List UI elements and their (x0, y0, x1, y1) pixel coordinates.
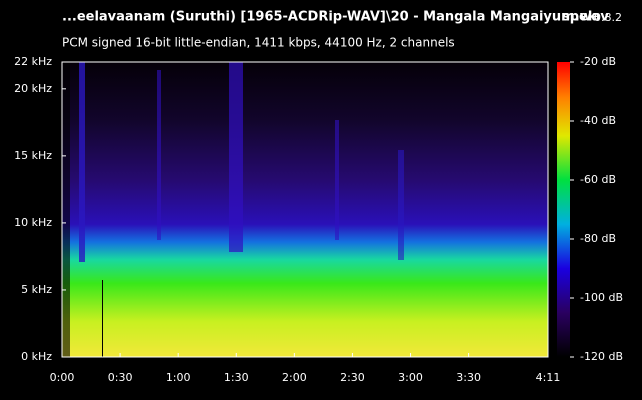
color-bar-label: -120 dB (580, 350, 623, 363)
file-info: PCM signed 16-bit little-endian, 1411 kb… (62, 36, 455, 50)
color-bar (557, 62, 570, 357)
x-tick-label: 1:30 (224, 371, 249, 384)
color-bar-label: -100 dB (580, 291, 623, 304)
y-tick-label: 10 kHz (14, 216, 52, 229)
x-tick-label: 0:30 (108, 371, 133, 384)
y-tick-label: 5 kHz (21, 283, 52, 296)
x-tick-label: 4:11 (536, 371, 561, 384)
color-bar-label: -20 dB (580, 55, 616, 68)
x-tick-label: 2:30 (340, 371, 365, 384)
plot-frame (61, 61, 549, 358)
y-tick-label: 20 kHz (14, 82, 52, 95)
color-bar-label: -80 dB (580, 232, 616, 245)
x-tick-label: 3:00 (398, 371, 423, 384)
app-name: spek (562, 10, 597, 25)
file-title: ...eelavaanam (Suruthi) [1965-ACDRip-WAV… (62, 10, 609, 25)
x-tick-label: 0:00 (50, 371, 75, 384)
x-tick-label: 1:00 (166, 371, 191, 384)
x-tick-label: 3:30 (456, 371, 481, 384)
y-tick-label: 0 kHz (21, 350, 52, 363)
y-tick-label: 15 kHz (14, 149, 52, 162)
color-bar-label: -40 dB (580, 114, 616, 127)
x-tick-label: 2:00 (282, 371, 307, 384)
color-bar-label: -60 dB (580, 173, 616, 186)
spectrogram (62, 62, 548, 357)
y-tick-label: 22 kHz (14, 55, 52, 68)
app-version: 0.8.2 (594, 11, 622, 24)
